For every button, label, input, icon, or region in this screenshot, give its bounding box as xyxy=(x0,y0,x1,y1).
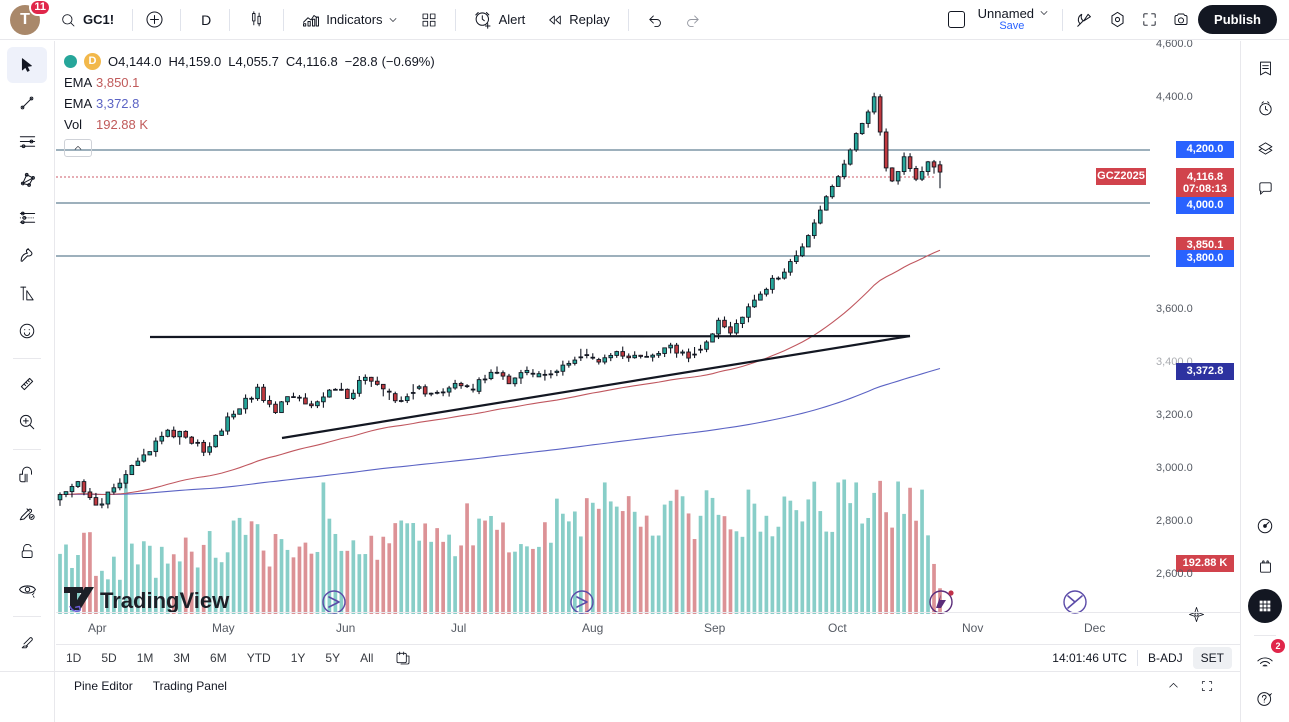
svg-text:TradingView: TradingView xyxy=(100,588,230,613)
